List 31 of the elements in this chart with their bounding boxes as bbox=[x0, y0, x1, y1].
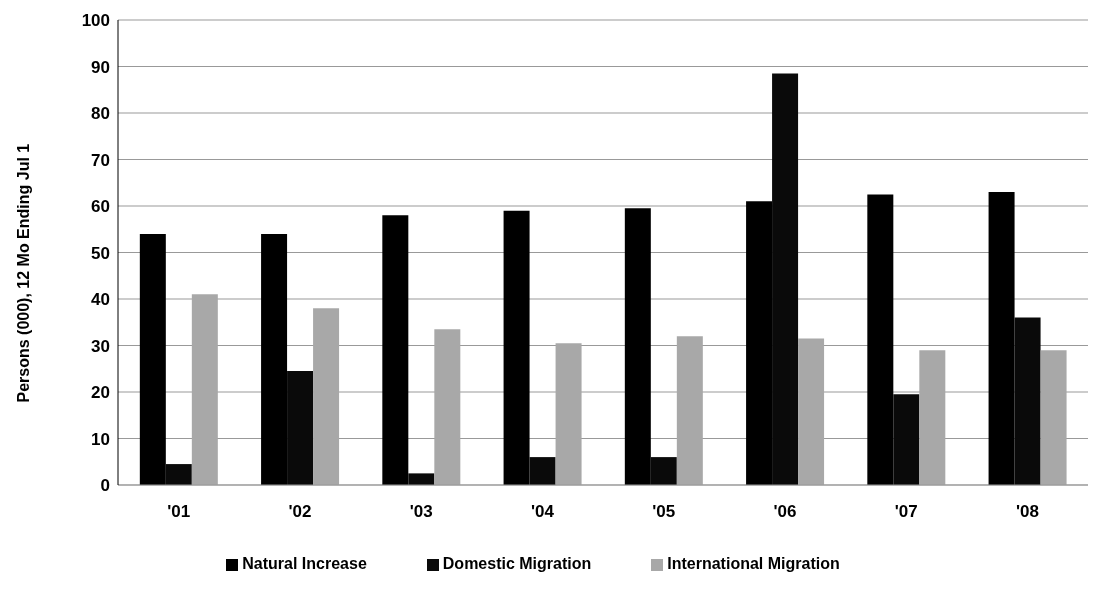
bar bbox=[555, 343, 582, 485]
legend-label: Domestic Migration bbox=[442, 555, 592, 572]
x-tick-label: '01 bbox=[167, 502, 191, 522]
bar bbox=[919, 350, 946, 485]
x-tick-label: '08 bbox=[1015, 502, 1039, 522]
x-tick-label: '03 bbox=[409, 502, 433, 522]
legend-label: Natural Increase bbox=[242, 555, 367, 572]
y-tick-label: 40 bbox=[91, 290, 110, 310]
y-tick-label: 10 bbox=[91, 429, 110, 449]
x-tick-label: '06 bbox=[773, 502, 797, 522]
y-tick-label: 70 bbox=[91, 150, 110, 170]
x-tick-label: '02 bbox=[288, 502, 312, 522]
y-tick-label: 100 bbox=[81, 11, 110, 31]
y-axis-title: Persons (000), 12 Mo Ending Jul 1 bbox=[14, 143, 32, 403]
bar bbox=[313, 308, 340, 485]
y-tick-label: 90 bbox=[91, 57, 110, 77]
bar bbox=[1040, 350, 1067, 485]
y-tick-label: 60 bbox=[91, 197, 110, 217]
y-tick-label: 50 bbox=[91, 243, 110, 263]
legend-label: International Migration bbox=[667, 555, 840, 572]
x-tick-label: '04 bbox=[530, 502, 555, 522]
bar bbox=[798, 338, 825, 485]
bar bbox=[191, 294, 218, 485]
y-tick-label: 80 bbox=[91, 104, 110, 124]
bar bbox=[434, 329, 461, 485]
x-tick-label: '05 bbox=[652, 502, 676, 522]
y-tick-label: 20 bbox=[91, 383, 110, 403]
y-tick-label: 0 bbox=[100, 476, 110, 496]
y-tick-label: 30 bbox=[91, 336, 110, 356]
x-tick-label: '07 bbox=[894, 502, 918, 522]
bar bbox=[676, 336, 703, 485]
